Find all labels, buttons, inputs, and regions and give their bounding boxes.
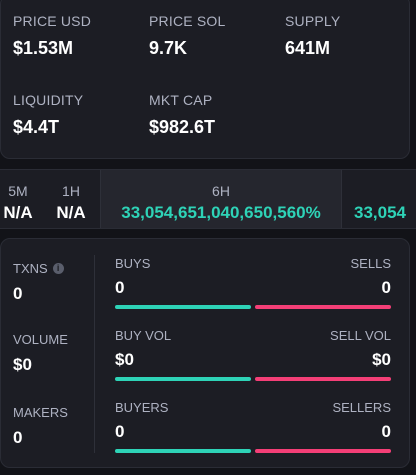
metric-txns: TXNS i 0 [13, 261, 64, 304]
metric-label: MAKERS [13, 405, 68, 420]
buys-value: 0 [115, 278, 125, 297]
tab-change-value: 33,054 [354, 203, 406, 222]
stat-value: 641M [285, 38, 331, 58]
stat-label: MKT CAP [149, 92, 213, 108]
tab-change-value: N/A [56, 203, 86, 222]
stat-liquidity: LIQUIDITY $4.4T [13, 92, 83, 138]
buy-vol-bar [115, 377, 251, 381]
sell-vol-value: $0 [372, 350, 391, 369]
volume-ratio-bar [115, 377, 391, 381]
stat-price-sol: PRICE SOL 9.7K [149, 13, 226, 59]
volume-row: BUY VOL SELL VOL $0 $0 [115, 328, 391, 381]
tab-change-value: N/A [3, 203, 33, 222]
stat-supply: SUPPLY 641M [285, 13, 340, 59]
transactions-card: TXNS i 0 VOLUME $0 MAKERS 0 BUYS SELLS 0… [0, 238, 410, 468]
info-icon[interactable]: i [52, 263, 64, 274]
metric-value: $0 [13, 355, 32, 374]
sellers-bar [255, 449, 391, 453]
tab-1h[interactable]: 1H N/A [50, 170, 92, 228]
metric-volume: VOLUME $0 [13, 332, 68, 375]
sell-vol-label: SELL VOL [330, 328, 391, 343]
buys-label: BUYS [115, 256, 151, 271]
tab-24h[interactable]: 33,054 [346, 170, 416, 228]
tab-label: 5M [8, 183, 28, 199]
buys-sells-row: BUYS SELLS 0 0 [115, 256, 391, 309]
stat-value: $4.4T [13, 117, 60, 137]
stat-label: LIQUIDITY [13, 92, 84, 108]
stat-label: PRICE USD [13, 13, 92, 29]
buys-bar [115, 305, 251, 309]
buyers-label: BUYERS [115, 400, 169, 415]
buys-sells-ratio-bar [115, 305, 391, 309]
stat-price-usd: PRICE USD $1.53M [13, 13, 91, 59]
sellers-label: SELLERS [332, 400, 391, 415]
sells-bar [255, 305, 391, 309]
timeframe-tabs: 5M N/A 1H N/A 6H 33,054,651,040,650,560%… [0, 169, 416, 229]
tab-label [354, 183, 416, 199]
sells-label: SELLS [350, 256, 391, 271]
sells-value: 0 [381, 278, 391, 297]
sellers-value: 0 [381, 422, 391, 441]
makers-ratio-bar [115, 449, 391, 453]
stat-label: PRICE SOL [149, 13, 226, 29]
column-divider [94, 255, 95, 453]
buy-vol-label: BUY VOL [115, 328, 172, 343]
metric-value: 0 [13, 284, 23, 303]
sell-vol-bar [255, 377, 391, 381]
tab-label: 1H [62, 183, 80, 199]
tab-5m[interactable]: 5M N/A [0, 170, 36, 228]
stat-market-cap: MKT CAP $982.6T [149, 92, 215, 138]
metric-value: 0 [13, 428, 23, 447]
stat-value: $982.6T [149, 117, 216, 137]
tab-change-value: 33,054,651,040,650,560% [121, 203, 321, 222]
buyers-bar [115, 449, 251, 453]
buyers-value: 0 [115, 422, 125, 441]
token-stats-card: PRICE USD $1.53M PRICE SOL 9.7K SUPPLY 6… [0, 0, 410, 159]
stat-value: $1.53M [13, 38, 74, 58]
makers-row: BUYERS SELLERS 0 0 [115, 400, 391, 453]
metric-label: TXNS [13, 261, 48, 276]
metric-label: VOLUME [13, 332, 68, 347]
metric-makers: MAKERS 0 [13, 405, 68, 448]
stat-label: SUPPLY [285, 13, 341, 29]
tab-6h[interactable]: 6H 33,054,651,040,650,560% [100, 170, 342, 228]
buy-vol-value: $0 [115, 350, 134, 369]
tab-label: 6H [212, 183, 230, 199]
stat-value: 9.7K [149, 38, 188, 58]
